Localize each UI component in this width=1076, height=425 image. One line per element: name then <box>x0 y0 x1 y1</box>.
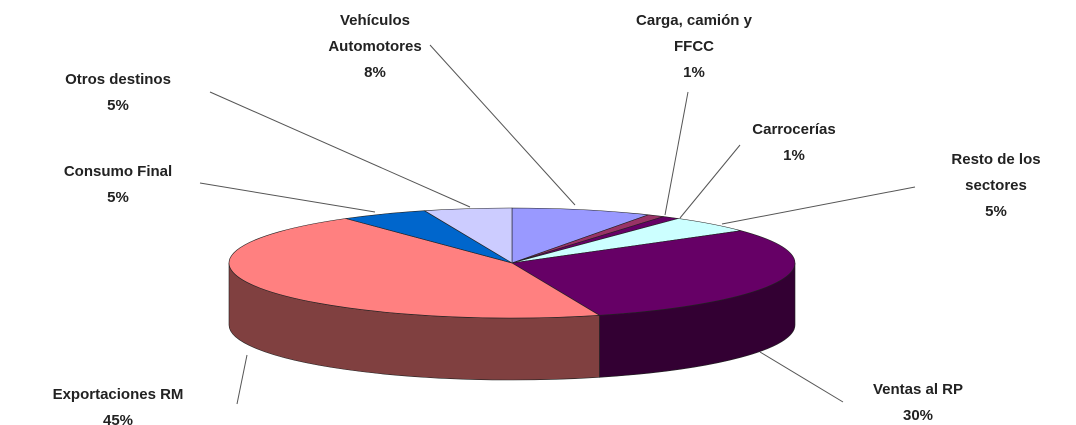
leader-line <box>236 354 248 405</box>
slice-label: Exportaciones RM 45% <box>18 382 218 425</box>
category-label: Ventas al RP <box>872 381 964 398</box>
slice-label: Otros destinos 5% <box>18 67 218 119</box>
slice-label: Ventas al RP 30% <box>838 377 998 425</box>
slice-label: Carga, camión y FFCC 1% <box>624 8 764 86</box>
category-label: Consumo Final <box>63 163 173 180</box>
leader-line <box>209 91 471 208</box>
pie-slice <box>511 230 796 316</box>
leader-line <box>721 186 916 225</box>
slice-label: Carrocerías 1% <box>724 117 864 169</box>
pie-slice <box>511 207 649 264</box>
category-label: Exportaciones RM <box>52 386 184 403</box>
leader-line <box>679 144 741 219</box>
category-label: Resto de los sectores <box>951 151 1041 194</box>
value-label: 5% <box>107 97 129 114</box>
value-label: 5% <box>985 203 1007 220</box>
category-label: Carga, camión y FFCC <box>636 12 752 55</box>
slice-label: Vehículos Automotores 8% <box>320 8 430 86</box>
leader-line <box>664 91 689 216</box>
value-label: 45% <box>102 412 134 425</box>
slice-label: Resto de los sectores 5% <box>941 147 1051 225</box>
leader-line <box>429 44 576 206</box>
category-label: Vehículos Automotores <box>328 12 422 55</box>
category-label: Otros destinos <box>65 71 171 88</box>
category-label: Carrocerías <box>752 121 836 138</box>
value-label: 5% <box>107 189 129 206</box>
leader-line <box>759 351 844 403</box>
pie-slice <box>228 218 601 319</box>
value-label: 1% <box>683 64 705 81</box>
value-label: 8% <box>364 64 386 81</box>
slice-label: Consumo Final 5% <box>18 159 218 211</box>
value-label: 1% <box>783 147 805 164</box>
pie-slice <box>423 207 513 264</box>
leader-line <box>199 182 376 213</box>
value-label: 30% <box>902 407 934 424</box>
